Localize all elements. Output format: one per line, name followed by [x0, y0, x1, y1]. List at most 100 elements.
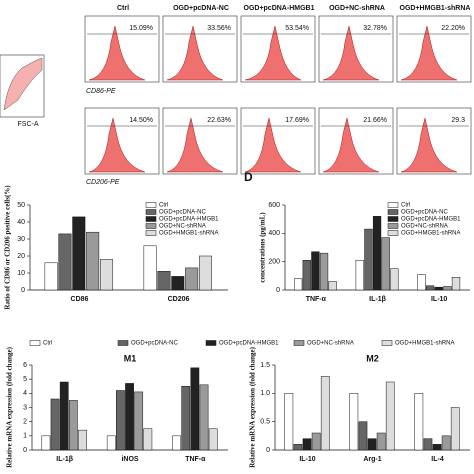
bar	[78, 429, 87, 451]
x-tick-label: TNF-α	[185, 456, 206, 463]
bar	[434, 286, 443, 291]
legend-label: Ctrl	[159, 203, 168, 209]
bar	[302, 438, 312, 451]
legend-label: OGD+NC-shRNA	[307, 341, 354, 347]
bar	[423, 438, 433, 451]
y-tick-label: 40	[17, 219, 25, 226]
histogram-frame	[396, 15, 472, 83]
x-tick-label: TNF-α	[306, 296, 327, 303]
x-tick-label: IL-10	[431, 296, 447, 303]
bar	[328, 281, 337, 291]
bar	[376, 432, 386, 451]
bar	[284, 393, 294, 451]
x-tick-label: Arg-1	[363, 456, 381, 463]
bar	[385, 381, 395, 451]
bar	[381, 237, 390, 291]
y-tick-label: 400	[268, 230, 280, 237]
percentage: 33.56%	[207, 25, 231, 32]
legend-swatch	[205, 340, 217, 346]
x-tick-label: CD86	[71, 296, 89, 303]
bar	[125, 383, 134, 451]
histogram-frame	[84, 107, 160, 175]
legend-swatch	[145, 216, 157, 222]
histogram	[166, 25, 224, 81]
percentage: 29.3	[451, 117, 465, 124]
bar	[302, 260, 311, 291]
bar	[59, 381, 69, 451]
y-tick-label: 50	[17, 202, 25, 209]
y-tick-label: 6	[23, 362, 27, 369]
y-tick-label: 0	[23, 447, 27, 454]
legend-swatch	[145, 202, 157, 208]
bar	[441, 435, 451, 451]
bar	[432, 444, 442, 451]
percentage: 21.66%	[363, 117, 387, 124]
histogram-frame	[84, 15, 160, 83]
bar	[294, 278, 303, 291]
bar	[116, 390, 125, 451]
bar	[172, 435, 181, 451]
histogram-frame	[162, 107, 238, 175]
bar	[171, 276, 185, 291]
bar	[190, 367, 200, 451]
legend-label: OGD+pcDNA-HMGB1	[159, 217, 219, 223]
legend-label: Ctrl	[43, 341, 52, 347]
y-tick-label: 0	[266, 447, 270, 454]
histogram	[244, 25, 302, 81]
bar	[451, 277, 461, 291]
legend-label: OGD+HMGB1-shRNA	[395, 341, 455, 347]
bar	[319, 252, 329, 291]
bar	[41, 435, 51, 451]
y-axis-label: Relative mRNA expression (fold change)	[249, 346, 257, 467]
histogram	[400, 117, 458, 173]
legend-label: OGD+pcDNA-NC	[159, 210, 207, 216]
scatter-plot	[0, 54, 45, 118]
x-tick-label: IL-4	[431, 456, 444, 463]
percentage: 17.69%	[285, 117, 309, 124]
percentage: 22.63%	[207, 117, 231, 124]
bar	[134, 391, 144, 451]
legend-swatch	[387, 230, 399, 236]
bar	[425, 285, 435, 291]
chart-title: M2	[366, 353, 379, 363]
bar	[199, 384, 209, 451]
x-tick-label: IL-1β	[369, 296, 386, 303]
legend-swatch	[381, 340, 393, 346]
y-tick-label: 5	[23, 376, 27, 383]
bar	[44, 262, 58, 291]
axis-label: CD206-PE	[86, 179, 120, 186]
histogram-frame	[318, 107, 394, 175]
percentage: 22.20%	[441, 25, 465, 32]
histogram-frame	[318, 15, 394, 83]
bar	[417, 274, 426, 291]
bar	[372, 216, 382, 291]
y-axis-label: Relative mRNA expression (fold change)	[6, 346, 14, 467]
y-tick-label: 1.5	[260, 362, 270, 369]
histogram-frame	[240, 107, 316, 175]
bar	[86, 231, 100, 291]
bar	[199, 255, 213, 291]
y-tick-label: 0	[21, 287, 25, 294]
group-label: Ctrl	[117, 5, 129, 12]
histogram	[244, 117, 302, 173]
legend-label: OGD+pcDNA-NC	[401, 210, 449, 216]
bar	[311, 432, 321, 451]
histogram	[166, 117, 224, 173]
group-label: OGD+pcDNA-HMGB1	[244, 5, 315, 12]
y-tick-label: 2	[23, 419, 27, 426]
legend-swatch	[293, 340, 305, 346]
percentage: 15.09%	[129, 25, 153, 32]
histogram-frame	[396, 107, 472, 175]
legend-swatch	[387, 209, 399, 215]
y-tick-label: 1	[23, 433, 27, 440]
bar	[364, 228, 373, 291]
bar	[72, 216, 86, 291]
legend-swatch	[29, 340, 41, 346]
y-axis-label: Ratio of CD86 or CD206 positive cells(%)	[4, 185, 12, 310]
scatter-frame	[0, 54, 45, 118]
histogram	[88, 25, 146, 81]
group-label: OGD+NC-shRNA	[329, 5, 385, 12]
histogram	[88, 117, 146, 173]
x-tick-label: IL-10	[299, 456, 315, 463]
bar	[390, 268, 399, 291]
